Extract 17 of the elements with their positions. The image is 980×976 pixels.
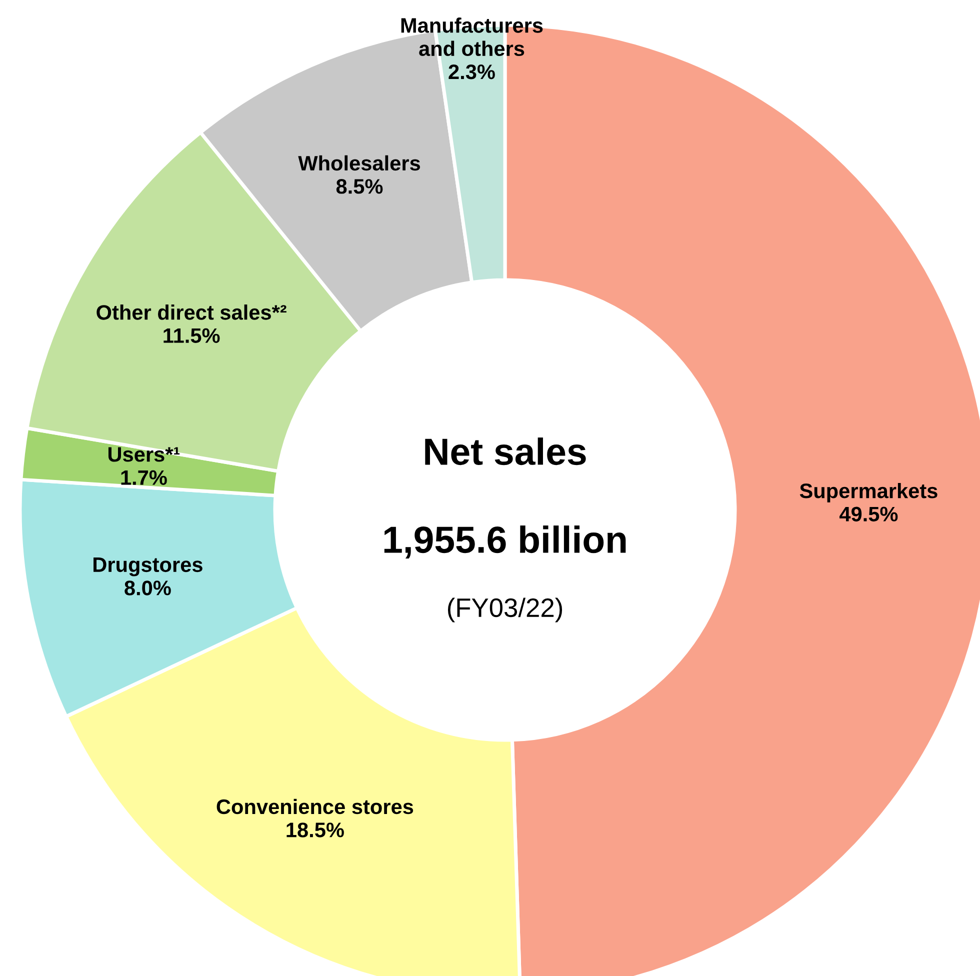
data-label: 11.5% xyxy=(164,328,220,344)
slice-label: Manufacturers and others xyxy=(401,18,543,56)
data-label: 8.5% xyxy=(336,179,383,194)
data-label: 8.0% xyxy=(124,580,171,596)
slice-label: Convenience stores xyxy=(216,798,414,814)
text: 1,955.6 billion xyxy=(384,526,626,559)
slice-label: Supermarkets xyxy=(800,482,938,502)
data-label: 1.7% xyxy=(121,470,167,485)
text: Net sales xyxy=(425,438,586,466)
slice-label: Users*¹ xyxy=(108,447,180,462)
slice-label: Wholesalers xyxy=(298,155,420,171)
data-label: 18.5% xyxy=(286,822,344,838)
data-label: 49.5% xyxy=(839,506,898,522)
text: (FY03/22) xyxy=(448,598,562,622)
slice-label: Other direct sales*² xyxy=(96,304,286,320)
slice-label: Drugstores xyxy=(94,558,202,576)
data-label: 2.3% xyxy=(448,64,495,80)
